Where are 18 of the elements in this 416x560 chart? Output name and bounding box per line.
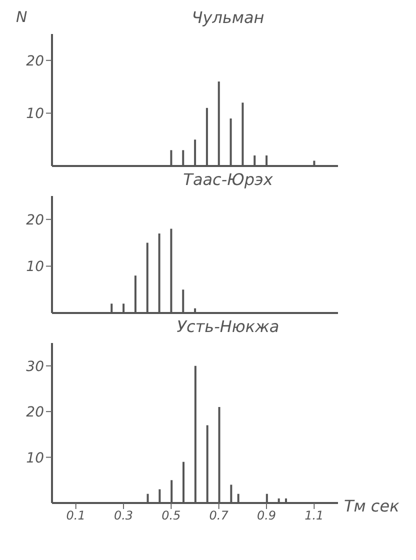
y-tick-label: 10 — [26, 106, 44, 122]
y-tick-label: 20 — [26, 53, 44, 70]
x-tick-label: 1.1 — [304, 508, 324, 523]
y-tick-label: 20 — [26, 404, 44, 421]
x-tick-label: 0.9 — [256, 508, 276, 523]
chart-title: Усть-Нюкжа — [176, 317, 280, 336]
x-axis-title: Тм сек — [344, 496, 400, 516]
y-tick-label: 20 — [26, 212, 44, 228]
y-tick-label: 10 — [26, 259, 44, 276]
chart-title: Чульман — [192, 8, 264, 27]
y-axis-title: N — [16, 8, 28, 26]
chart-title: Таас-Юрэх — [182, 170, 274, 189]
x-tick-label: 0.3 — [114, 508, 134, 523]
y-tick-label: 10 — [26, 450, 44, 466]
x-tick-label: 0.1 — [66, 508, 86, 523]
x-tick-label: 0.5 — [162, 508, 181, 523]
x-tick-label: 0.7 — [209, 508, 229, 523]
y-tick-label: 30 — [26, 358, 44, 375]
